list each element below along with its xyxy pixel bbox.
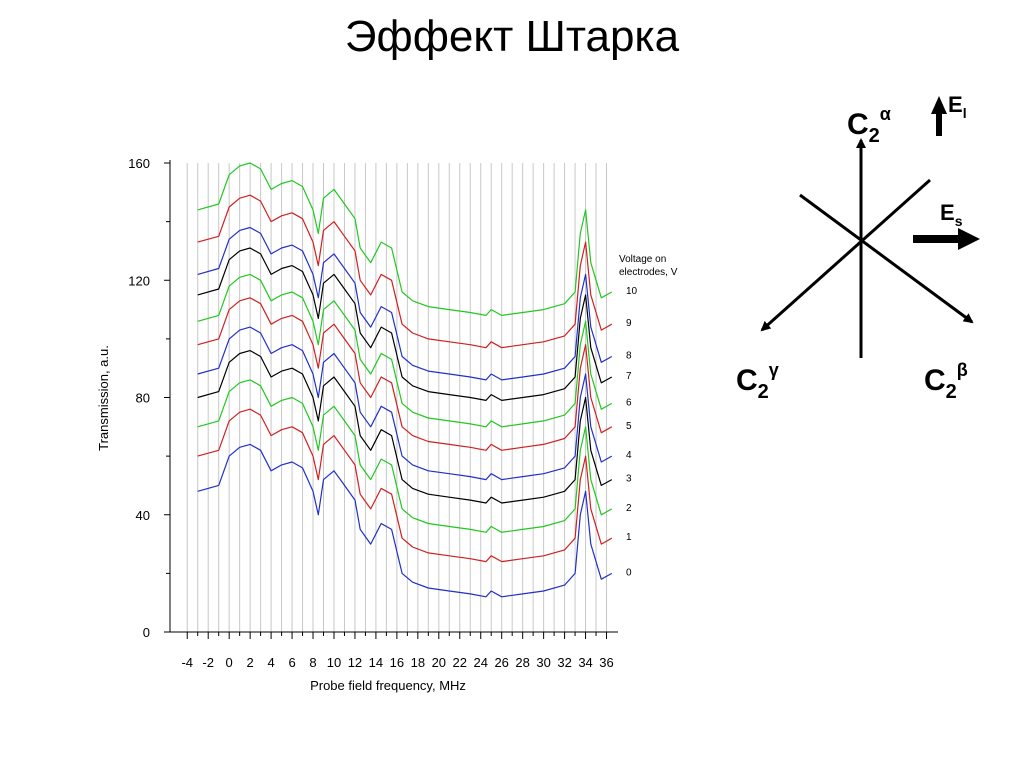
series-label-9: 9 [626,318,632,329]
legend-group: Voltage on electrodes, V 0 1 2 3 4 5 6 7 8 9 10 [619,254,678,578]
series-line-1 [197,408,613,563]
series-label-10: 10 [626,286,638,297]
series-line-6 [197,273,613,428]
x-tick-label: 2 [247,655,254,670]
c2-gamma-axis [760,178,931,332]
x-tick-label: 20 [432,655,446,670]
x-tick-label: 26 [494,655,508,670]
series-label-1: 1 [626,532,632,543]
series-line-4 [197,326,613,481]
e-l-label: El [948,92,967,121]
series-line-0 [197,443,613,598]
c2-alpha-label: C2α [847,104,891,147]
y-tick-group: 0 40 80 120 160 [128,156,170,640]
x-tick-label: 6 [288,655,295,670]
series-label-0: 0 [626,567,632,578]
y-tick-label: 80 [136,391,150,406]
x-tick-label: 32 [557,655,571,670]
series-line-8 [197,226,613,381]
y-tick-label: 120 [128,273,150,288]
c2-beta-label: C2β [924,360,968,403]
x-tick-label: 34 [578,655,592,670]
y-tick-label: 160 [128,156,150,171]
x-tick-label: 8 [309,655,316,670]
e-s-arrow-icon [913,228,980,250]
x-tick-label: 16 [390,655,404,670]
y-tick-label: 0 [143,625,150,640]
x-tick-label: 10 [327,655,341,670]
x-tick-label: 24 [474,655,488,670]
x-tick-label: 30 [536,655,550,670]
slide-title: Эффект Штарка [344,12,680,61]
series-line-10 [197,162,613,316]
x-axis-label: Probe field frequency, MHz [310,678,466,693]
legend-title-line2: electrodes, V [619,267,678,278]
series-group [197,162,613,598]
x-tick-label: 18 [411,655,425,670]
series-label-8: 8 [626,350,632,361]
x-tick-group: -4 -2 0 2 4 6 8 10 12 14 16 18 20 22 24 26 28 30 32 34 36 [181,632,614,670]
x-tick-label: 0 [226,655,233,670]
e-s-label: Es [940,200,963,229]
y-tick-label: 40 [136,508,150,523]
series-label-5: 5 [626,421,632,432]
x-tick-label: -2 [202,655,214,670]
x-tick-label: 36 [599,655,613,670]
legend-title-line1: Voltage on [619,254,666,265]
series-label-6: 6 [626,397,632,408]
series-line-2 [197,379,613,533]
x-tick-label: 28 [515,655,529,670]
series-line-9 [197,194,613,349]
c2-beta-axis [799,193,974,324]
x-tick-label: 14 [369,655,383,670]
series-line-7 [197,247,613,401]
series-label-4: 4 [626,450,632,461]
y-axis-label: Transmission, a.u. [96,345,111,451]
series-label-7: 7 [626,371,632,382]
series-label-3: 3 [626,474,632,485]
series-label-2: 2 [626,503,632,514]
x-tick-label: 22 [453,655,467,670]
series-line-3 [197,350,613,504]
x-tick-label: 4 [267,655,274,670]
c2-gamma-label: C2γ [736,360,779,403]
series-line-5 [197,297,613,451]
x-tick-label: 12 [348,655,362,670]
e-l-arrow-icon [931,96,947,136]
x-tick-label: -4 [181,655,193,670]
